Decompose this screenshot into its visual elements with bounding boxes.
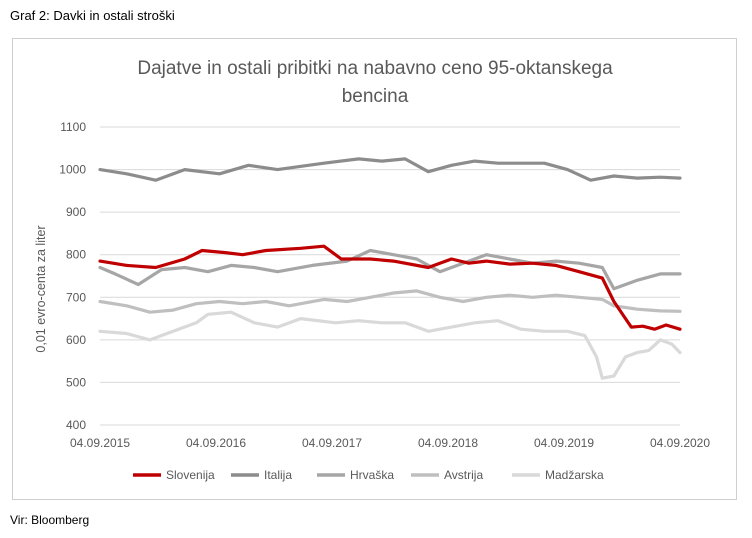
chart-frame: Dajatve in ostali pribitki na nabavno ce… bbox=[12, 38, 737, 500]
chart-title-line-1: Dajatve in ostali pribitki na nabavno ce… bbox=[137, 58, 613, 79]
x-tick-label: 04.09.2015 bbox=[70, 436, 130, 450]
source-note: Vir: Bloomberg bbox=[10, 513, 90, 527]
line-chart: Dajatve in ostali pribitki na nabavno ce… bbox=[34, 58, 710, 482]
legend-label: Madžarska bbox=[545, 468, 604, 482]
y-axis-label: 0,01 evro-centa za liter bbox=[34, 225, 48, 352]
series-line-avstrija bbox=[98, 289, 682, 314]
legend-label: Avstrija bbox=[444, 468, 483, 482]
y-tick-label: 1000 bbox=[59, 163, 86, 177]
chart-title-line-2: bencina bbox=[342, 86, 409, 107]
figure-caption: Graf 2: Davki in ostali stroški bbox=[10, 8, 175, 23]
y-tick-label: 900 bbox=[66, 205, 86, 219]
series-line-italija bbox=[98, 157, 682, 182]
x-tick-label: 04.09.2020 bbox=[650, 436, 710, 450]
y-tick-label: 600 bbox=[66, 333, 86, 347]
series-line-slovenija bbox=[98, 244, 682, 331]
y-tick-label: 700 bbox=[66, 290, 86, 304]
series-line-hrvaška bbox=[98, 248, 682, 291]
x-tick-label: 04.09.2019 bbox=[534, 436, 594, 450]
legend-label: Hrvaška bbox=[350, 468, 394, 482]
y-tick-label: 800 bbox=[66, 248, 86, 262]
x-tick-label: 04.09.2016 bbox=[186, 436, 246, 450]
x-tick-label: 04.09.2017 bbox=[302, 436, 362, 450]
x-tick-label: 04.09.2018 bbox=[418, 436, 478, 450]
y-tick-label: 1100 bbox=[60, 120, 86, 134]
y-tick-label: 400 bbox=[66, 418, 86, 432]
legend-label: Slovenija bbox=[166, 468, 215, 482]
legend-label: Italija bbox=[264, 468, 292, 482]
series-line-madžarska bbox=[98, 310, 682, 380]
y-tick-label: 500 bbox=[66, 375, 86, 389]
